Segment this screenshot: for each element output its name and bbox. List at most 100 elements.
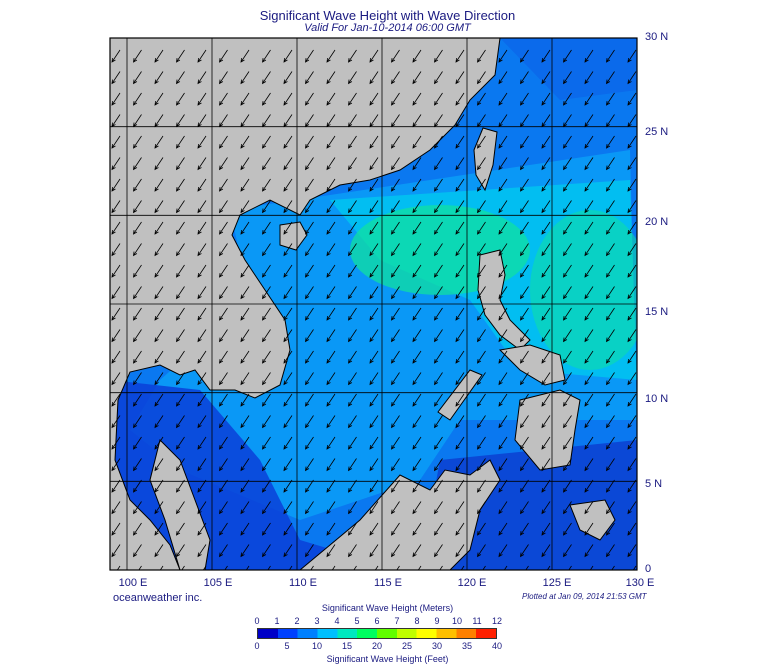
wave-direction-arrow bbox=[197, 501, 207, 515]
wave-direction-arrow bbox=[197, 92, 207, 106]
wave-direction-arrow bbox=[175, 92, 185, 106]
colorbar-feet-tick: 10 bbox=[311, 641, 322, 651]
wave-direction-arrow bbox=[498, 436, 508, 450]
wave-direction-arrow bbox=[519, 200, 529, 214]
wave-direction-arrow bbox=[304, 92, 314, 106]
wave-direction-arrow bbox=[304, 243, 314, 257]
wave-direction-arrow bbox=[326, 350, 336, 364]
wave-direction-arrow bbox=[541, 522, 551, 536]
wave-direction-arrow bbox=[627, 501, 637, 515]
wave-direction-arrow bbox=[347, 71, 357, 85]
wave-direction-arrow bbox=[240, 71, 250, 85]
wave-direction-arrow bbox=[455, 307, 465, 321]
wave-direction-arrow bbox=[347, 522, 357, 536]
wave-direction-arrow bbox=[197, 415, 207, 429]
colorbar-feet-tick: 40 bbox=[491, 641, 502, 651]
wave-direction-arrow bbox=[519, 286, 529, 300]
wave-direction-arrow bbox=[132, 200, 142, 214]
wave-direction-arrow bbox=[498, 501, 508, 515]
wave-direction-arrow bbox=[541, 264, 551, 278]
land-asia-mainland bbox=[110, 38, 501, 570]
wave-direction-arrow bbox=[562, 307, 572, 321]
wave-direction-arrow bbox=[390, 544, 400, 558]
wave-direction-arrow bbox=[605, 436, 615, 450]
wave-direction-arrow bbox=[519, 479, 529, 493]
wave-direction-arrow bbox=[412, 393, 422, 407]
wave-direction-arrow bbox=[240, 307, 250, 321]
wave-direction-arrow bbox=[627, 114, 637, 128]
wave-direction-arrow bbox=[197, 200, 207, 214]
wave-direction-arrow bbox=[283, 114, 293, 128]
wave-direction-arrow bbox=[541, 221, 551, 235]
land-palawan bbox=[437, 369, 483, 421]
wave-direction-arrow bbox=[605, 458, 615, 472]
wave-direction-arrow bbox=[476, 135, 486, 149]
wave-direction-arrow bbox=[476, 415, 486, 429]
wave-direction-arrow bbox=[476, 71, 486, 85]
credit-label: oceanweather inc. bbox=[113, 592, 203, 604]
wave-direction-arrow bbox=[132, 415, 142, 429]
wave-direction-arrow bbox=[627, 372, 637, 386]
colorbar-meters-tick: 3 bbox=[314, 616, 320, 626]
lat-label-15n: 15 N bbox=[645, 306, 669, 318]
wave-direction-arrow bbox=[175, 544, 185, 558]
wave-direction-arrow bbox=[326, 544, 336, 558]
wave-direction-arrow bbox=[154, 178, 164, 192]
wave-direction-arrow bbox=[111, 393, 121, 407]
colorbar-meters-tick: 5 bbox=[354, 616, 360, 626]
wave-direction-arrow bbox=[519, 350, 529, 364]
wave-direction-arrow bbox=[175, 286, 185, 300]
wave-direction-arrow bbox=[476, 49, 486, 63]
wave-direction-arrow bbox=[584, 178, 594, 192]
wave-direction-arrow bbox=[589, 565, 594, 570]
wave-direction-arrow bbox=[197, 458, 207, 472]
wave-direction-arrow bbox=[632, 565, 637, 570]
wave-direction-arrow bbox=[433, 415, 443, 429]
colorbar-feet-tick: 15 bbox=[341, 641, 352, 651]
wave-direction-arrow bbox=[261, 458, 271, 472]
wave-direction-arrow bbox=[412, 415, 422, 429]
wave-direction-arrow bbox=[476, 221, 486, 235]
wave-direction-arrow bbox=[369, 114, 379, 128]
wave-direction-arrow bbox=[154, 544, 164, 558]
wave-direction-arrow bbox=[476, 307, 486, 321]
wave-direction-arrow bbox=[455, 71, 465, 85]
wave-direction-arrow bbox=[347, 135, 357, 149]
wave-direction-arrow bbox=[455, 200, 465, 214]
wave-direction-arrow bbox=[412, 221, 422, 235]
wave-direction-arrow bbox=[627, 243, 637, 257]
wave-direction-arrow bbox=[218, 178, 228, 192]
wave-direction-arrow bbox=[304, 135, 314, 149]
lon-label-100e: 100 E bbox=[118, 577, 148, 589]
wave-direction-arrow bbox=[498, 350, 508, 364]
wave-direction-arrow bbox=[455, 135, 465, 149]
wave-direction-arrow bbox=[605, 501, 615, 515]
wave-direction-arrow bbox=[240, 393, 250, 407]
wave-direction-arrow bbox=[347, 49, 357, 63]
wave-direction-arrow bbox=[611, 565, 615, 570]
wave-direction-arrow bbox=[519, 157, 529, 171]
wave-direction-arrow bbox=[181, 565, 185, 570]
wave-direction-arrow bbox=[498, 372, 508, 386]
wave-direction-arrow bbox=[433, 286, 443, 300]
wave-direction-arrow bbox=[605, 135, 615, 149]
wave-direction-arrow bbox=[562, 415, 572, 429]
wave-direction-arrow bbox=[154, 393, 164, 407]
wave-direction-arrow bbox=[562, 350, 572, 364]
wave-direction-arrow bbox=[627, 200, 637, 214]
wave-direction-arrow bbox=[261, 372, 271, 386]
land-sulawesi bbox=[569, 499, 616, 541]
wave-direction-arrow bbox=[541, 436, 551, 450]
wave-direction-arrow bbox=[347, 264, 357, 278]
wave-direction-arrow bbox=[288, 565, 293, 570]
wave-direction-arrow bbox=[132, 350, 142, 364]
wave-direction-arrow bbox=[261, 114, 271, 128]
wave-direction-arrow bbox=[218, 200, 228, 214]
wave-direction-arrow bbox=[498, 114, 508, 128]
wave-direction-arrow bbox=[132, 329, 142, 343]
wave-direction-arrow bbox=[261, 415, 271, 429]
wave-direction-arrow bbox=[175, 200, 185, 214]
wave-direction-arrow bbox=[197, 135, 207, 149]
wave-direction-arrow bbox=[476, 544, 486, 558]
wave-direction-arrow bbox=[326, 307, 336, 321]
